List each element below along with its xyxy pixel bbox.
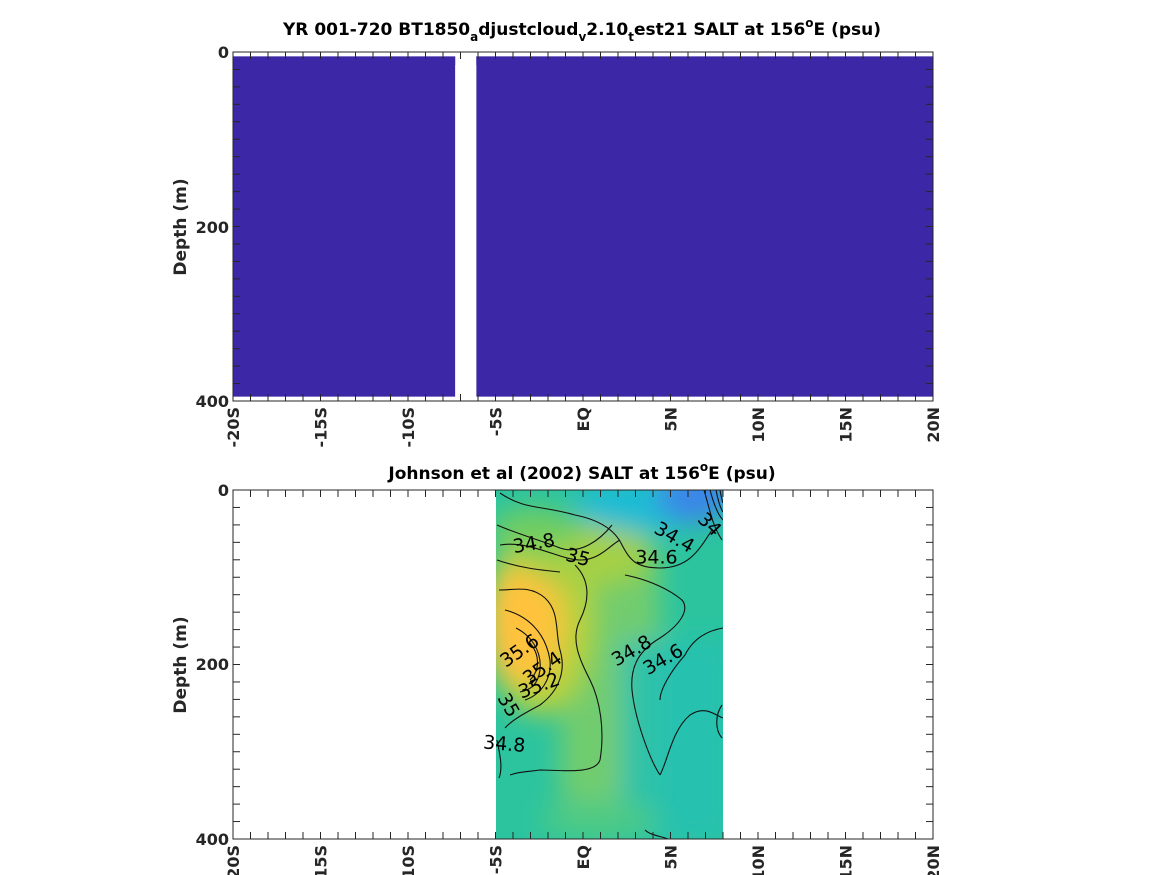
x-tick-label: -5S bbox=[487, 407, 506, 436]
bottom-ytick-label-0: 0 bbox=[218, 481, 229, 500]
bottom-panel: Johnson et al (2002) SALT at 156oE (psu) bbox=[171, 460, 943, 875]
x-tick-label: 10N bbox=[749, 845, 768, 875]
bottom-panel-title: Johnson et al (2002) SALT at 156oE (psu) bbox=[387, 460, 775, 484]
x-tick-label: -10S bbox=[399, 407, 418, 447]
contour-line bbox=[504, 609, 551, 701]
contour-line bbox=[709, 490, 723, 521]
top-axes-box bbox=[232, 51, 934, 402]
contour-line bbox=[529, 642, 539, 681]
x-tick-label: -15S bbox=[312, 407, 331, 447]
contour-line bbox=[496, 559, 561, 573]
contour-line bbox=[509, 564, 603, 776]
contour-line bbox=[659, 710, 723, 776]
x-tick-label: -20S bbox=[224, 407, 243, 447]
top-salinity-fill bbox=[233, 56, 933, 402]
x-tick-label: 15S bbox=[312, 845, 331, 875]
x-tick-label: 20N bbox=[924, 845, 943, 875]
bottom-y-axis-label: Depth (m) bbox=[171, 616, 191, 713]
contour-line bbox=[719, 490, 723, 504]
x-tick-label: -5S bbox=[487, 845, 506, 874]
contour-line bbox=[659, 627, 723, 701]
bottom-salinity-field bbox=[496, 490, 723, 839]
contour-line bbox=[716, 704, 723, 739]
top-ytick-label-200: 200 bbox=[196, 218, 229, 237]
top-ytick-label-0: 0 bbox=[218, 43, 229, 62]
contour-line bbox=[496, 524, 613, 551]
x-tick-label: 10N bbox=[749, 407, 768, 443]
x-tick-label: EQ bbox=[574, 845, 593, 870]
x-tick-label: 15N bbox=[837, 407, 856, 443]
contour-line bbox=[499, 492, 713, 569]
x-tick-label: 15N bbox=[837, 845, 856, 875]
x-tick-label: 20N bbox=[924, 407, 943, 443]
x-tick-label: 10S bbox=[399, 845, 418, 875]
x-tick-label: 5N bbox=[662, 407, 681, 432]
contour-line bbox=[624, 574, 686, 776]
contour-line bbox=[715, 490, 723, 513]
bottom-x-tick-labels: 20S 15S 10S -5S EQ 5N 10N 15N 20N bbox=[224, 845, 943, 875]
data-gap-region bbox=[455, 65, 477, 402]
contour-line bbox=[496, 739, 502, 779]
contour-line bbox=[515, 627, 541, 693]
contour-line bbox=[499, 539, 621, 561]
bottom-ytick-label-400: 400 bbox=[196, 830, 229, 849]
x-tick-label: 20S bbox=[224, 845, 243, 875]
bottom-ytick-label-200: 200 bbox=[196, 655, 229, 674]
contour-label: 34.6 bbox=[635, 547, 677, 569]
x-tick-label: 5N bbox=[662, 845, 681, 870]
contour-label: 34.8 bbox=[482, 731, 526, 757]
bottom-contour-lines bbox=[496, 490, 723, 839]
bottom-axes-box bbox=[232, 489, 934, 840]
bottom-axis-ticks bbox=[232, 489, 934, 840]
top-panel-title: YR 001-720 BT1850adjustcloudv2.10test21 … bbox=[282, 16, 881, 44]
contour-line bbox=[644, 829, 669, 839]
salinity-fill-region bbox=[476, 56, 933, 397]
top-panel: YR 001-720 BT1850adjustcloudv2.10test21 … bbox=[171, 16, 943, 447]
x-tick-label: EQ bbox=[574, 407, 593, 432]
salinity-fill-region bbox=[233, 56, 456, 397]
top-y-axis-label: Depth (m) bbox=[171, 178, 191, 275]
contour-line bbox=[498, 588, 563, 729]
top-ytick-label-400: 400 bbox=[196, 392, 229, 411]
top-x-tick-labels: -20S -15S -10S -5S EQ 5N 10N 15N 20N bbox=[224, 407, 943, 447]
